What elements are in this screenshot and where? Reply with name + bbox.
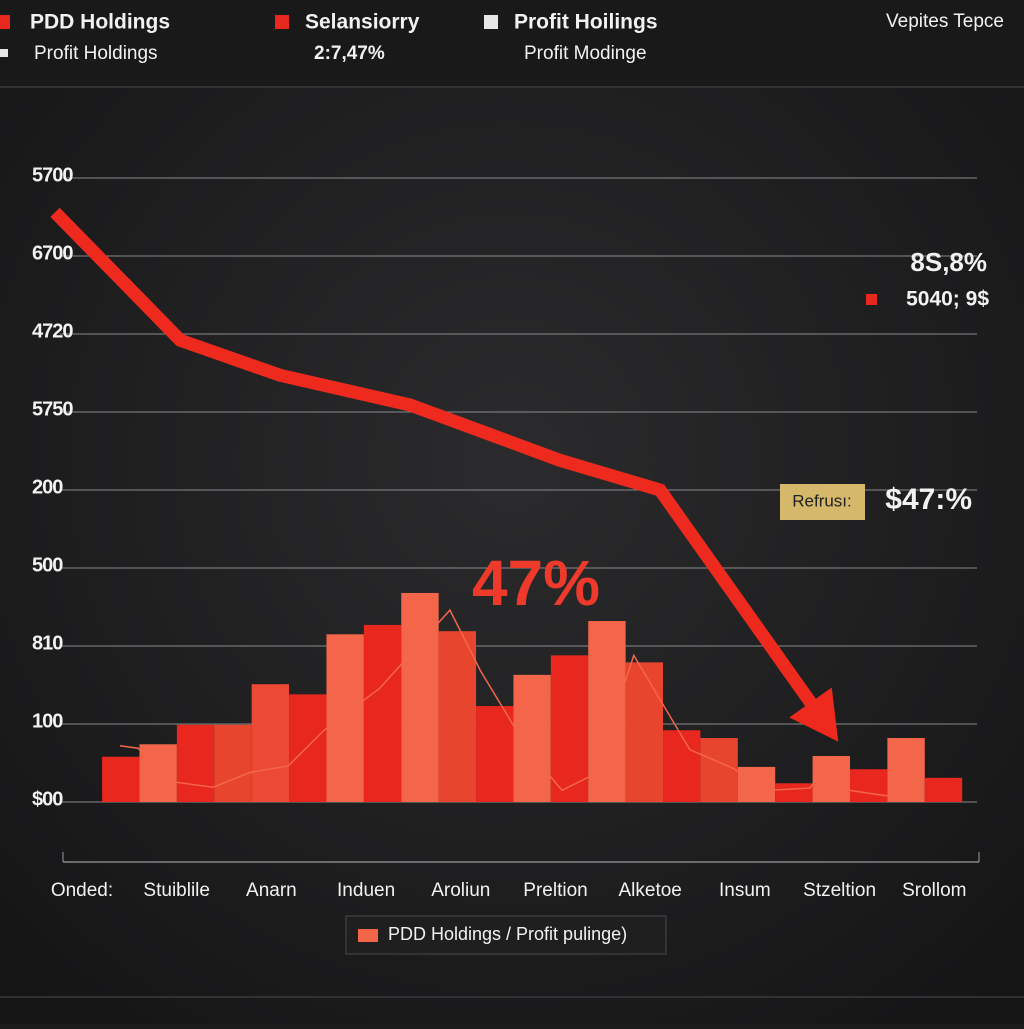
bar [401, 592, 439, 802]
bar [289, 694, 327, 802]
x-axis-label: Srollom [902, 880, 966, 901]
arrow-head [789, 687, 839, 742]
bar [700, 738, 738, 802]
y-axis-label: 500 [32, 554, 63, 576]
legend-swatch [0, 15, 10, 29]
x-axis-label: Preltion [523, 880, 587, 901]
y-axis-label: 6700 [32, 242, 73, 264]
y-axis-label: 4720 [32, 320, 73, 342]
legend-box [345, 915, 667, 955]
badge [780, 484, 865, 520]
header-label: PDD Holdings [30, 11, 170, 34]
bar [102, 756, 140, 802]
bar [625, 662, 664, 802]
y-axis-label: 5750 [32, 398, 73, 420]
bar [924, 777, 963, 802]
bar [588, 621, 626, 802]
line [50, 207, 836, 734]
x-axis-label: Stzeltion [803, 880, 876, 901]
header-sub: Profit Holdings [34, 43, 158, 64]
bar [513, 674, 551, 802]
x-axis-label: Anarn [246, 880, 297, 901]
header-sub: Profit Modinge [524, 43, 647, 64]
x-axis-label: Stuiblile [143, 880, 210, 901]
bar [887, 738, 925, 802]
x-axis-label: Alketoe [619, 880, 682, 901]
bar [438, 631, 477, 802]
x-axis-label: Aroliun [431, 880, 490, 901]
legend-swatch [358, 929, 378, 942]
y-axis-label: $00 [32, 788, 63, 810]
y-axis-label: 200 [32, 476, 63, 498]
header-sub: 2:7,47% [314, 43, 385, 64]
line [119, 608, 924, 797]
legend-swatch [484, 15, 498, 29]
bar [326, 634, 364, 802]
header-right: Vepites Tepce [886, 11, 1004, 32]
y-axis-label: 810 [32, 632, 63, 654]
bar [812, 755, 850, 802]
y-axis-label: 5700 [32, 164, 73, 186]
header-label: Selansiorry [305, 11, 420, 34]
bar [214, 724, 252, 802]
header-bar [0, 0, 1024, 87]
legend-label: PDD Holdings / Profit pulinge) [388, 924, 627, 944]
bar [363, 624, 402, 802]
annotation: 5040; 9$ [906, 288, 989, 311]
bar [139, 744, 177, 802]
bar [849, 769, 888, 802]
bar [775, 783, 813, 802]
bar [476, 706, 514, 802]
annotation: 8S,8% [910, 247, 987, 277]
annotation-marker [866, 294, 877, 305]
bar [737, 766, 776, 802]
badge-label: Refrusı: [792, 491, 852, 510]
bar [176, 724, 215, 802]
x-axis-label: Induen [337, 880, 395, 901]
legend-swatch [0, 49, 8, 57]
big-annotation: 47% [472, 547, 600, 619]
x-axis-label: Onded: [51, 880, 113, 901]
header-label: Profit Hoilings [514, 11, 658, 34]
x-axis-label: Insum [719, 880, 771, 901]
bar [550, 655, 589, 802]
bar [251, 684, 290, 802]
y-axis-label: 100 [32, 710, 63, 732]
badge-value: $47:% [885, 483, 972, 516]
legend-swatch [275, 15, 289, 29]
bar [663, 730, 701, 802]
